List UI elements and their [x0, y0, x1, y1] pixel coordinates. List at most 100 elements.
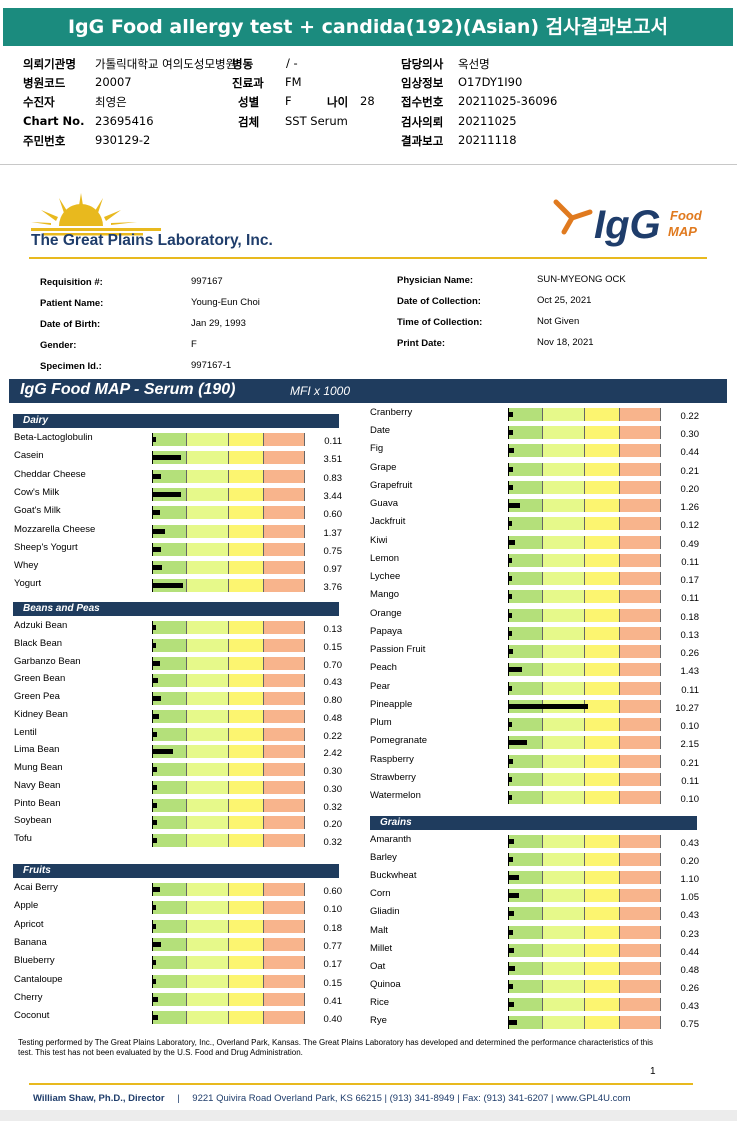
- result-bar: [153, 802, 158, 808]
- scale-zone: [153, 992, 187, 1006]
- scale-zone: [229, 883, 264, 896]
- patient-field-label: Date of Birth:: [40, 319, 101, 330]
- scale-zone: [509, 889, 543, 903]
- scale-zone: [509, 517, 543, 531]
- scale-zone: [229, 816, 264, 830]
- result-scale: [152, 745, 305, 759]
- k-info-sex: 성별 F: [238, 94, 292, 110]
- scale-zone: [543, 681, 585, 695]
- sun-logo-icon: [31, 193, 161, 236]
- food-name: Mango: [370, 589, 400, 601]
- scale-zone: [543, 663, 585, 677]
- logo-food-text: Food: [670, 208, 703, 223]
- result-bar: [509, 412, 513, 417]
- scale-zone: [620, 699, 661, 713]
- divider: [0, 164, 737, 165]
- scale-zone: [264, 1011, 305, 1025]
- result-scale: [152, 469, 305, 483]
- scale-zone: [543, 590, 585, 604]
- scale-zone: [187, 579, 229, 593]
- scale-zone: [264, 692, 305, 705]
- scale-zone: [543, 1016, 585, 1030]
- scale-zone: [187, 621, 229, 634]
- scale-zone: [509, 1016, 543, 1030]
- scale-zone: [229, 727, 264, 741]
- result-scale: [508, 998, 661, 1012]
- food-name: Buckwheat: [370, 870, 417, 882]
- result-scale: [508, 961, 661, 975]
- scale-zone: [620, 772, 661, 786]
- scale-zone: [229, 561, 264, 575]
- result-value: 3.51: [323, 454, 343, 466]
- scale-zone: [543, 961, 585, 975]
- scale-zone: [187, 883, 229, 896]
- igg-food-map-logo: IgG Food MAP: [553, 199, 703, 247]
- scale-zone: [229, 487, 264, 501]
- disclaimer: Testing performed by The Great Plains La…: [18, 1038, 653, 1057]
- patient-field-value: SUN-MYEONG OCK: [537, 274, 626, 285]
- food-name: Kiwi: [370, 534, 388, 546]
- food-name: Gliadin: [370, 906, 400, 918]
- food-name: Passion Fruit: [370, 644, 426, 656]
- k-info-hospital-code: 병원코드 20007: [23, 75, 132, 91]
- k-label: 결과보고: [401, 134, 444, 148]
- result-value: 0.11: [681, 684, 699, 696]
- lab-name: The Great Plains Laboratory, Inc.: [31, 232, 273, 249]
- scale-zone: [509, 998, 543, 1012]
- result-scale: [508, 718, 661, 732]
- scale-zone: [543, 444, 585, 458]
- result-scale: [508, 645, 661, 659]
- result-bar: [153, 583, 184, 589]
- scale-zone: [153, 937, 187, 951]
- patient-field-label: Specimen Id.:: [40, 361, 102, 372]
- scale-zone: [585, 925, 620, 939]
- result-value: 1.43: [680, 666, 700, 678]
- scale-zone: [585, 979, 620, 993]
- scale-zone: [509, 772, 543, 786]
- result-value: 1.05: [680, 892, 700, 904]
- k-info-report-date: 결과보고 20211118: [401, 133, 517, 149]
- scale-zone: [229, 542, 264, 556]
- scale-zone: [153, 816, 187, 830]
- scale-zone: [264, 798, 305, 812]
- result-bar: [153, 678, 159, 684]
- result-bar: [509, 893, 519, 899]
- scale-zone: [585, 853, 620, 867]
- food-name: Pinto Bean: [14, 797, 61, 809]
- result-value: 0.21: [680, 465, 700, 477]
- scale-zone: [585, 736, 620, 750]
- result-scale: [152, 656, 305, 670]
- scale-zone: [187, 433, 229, 446]
- scale-zone: [509, 590, 543, 604]
- result-value: 0.17: [680, 575, 700, 587]
- scale-zone: [620, 943, 661, 957]
- food-name: Tofu: [14, 833, 32, 844]
- result-value: 0.30: [323, 783, 343, 795]
- result-bar: [153, 660, 161, 666]
- scale-zone: [585, 1016, 620, 1030]
- result-value: 3.76: [323, 582, 343, 594]
- scale-zone: [229, 709, 264, 723]
- scale-zone: [509, 426, 543, 440]
- scale-zone: [585, 426, 620, 440]
- scale-zone: [229, 798, 264, 812]
- result-bar: [153, 565, 163, 571]
- result-scale: [152, 1011, 305, 1025]
- result-bar: [509, 1002, 515, 1008]
- scale-zone: [187, 506, 229, 520]
- scale-zone: [229, 692, 264, 705]
- scale-zone: [264, 487, 305, 501]
- patient-field-label: Time of Collection:: [397, 317, 483, 328]
- k-info-specimen: 검체 SST Serum: [238, 114, 348, 130]
- food-name: Oat: [370, 960, 386, 972]
- result-scale: [152, 674, 305, 688]
- food-name: Papaya: [370, 625, 403, 637]
- food-name: Grape: [370, 461, 397, 473]
- scale-zone: [264, 656, 305, 670]
- result-value: 0.10: [680, 721, 700, 733]
- k-label: 성별: [238, 95, 260, 109]
- food-name: Adzuki Bean: [14, 620, 68, 631]
- scale-zone: [229, 433, 264, 446]
- scale-zone: [509, 408, 543, 421]
- food-name: Jackfruit: [370, 516, 406, 528]
